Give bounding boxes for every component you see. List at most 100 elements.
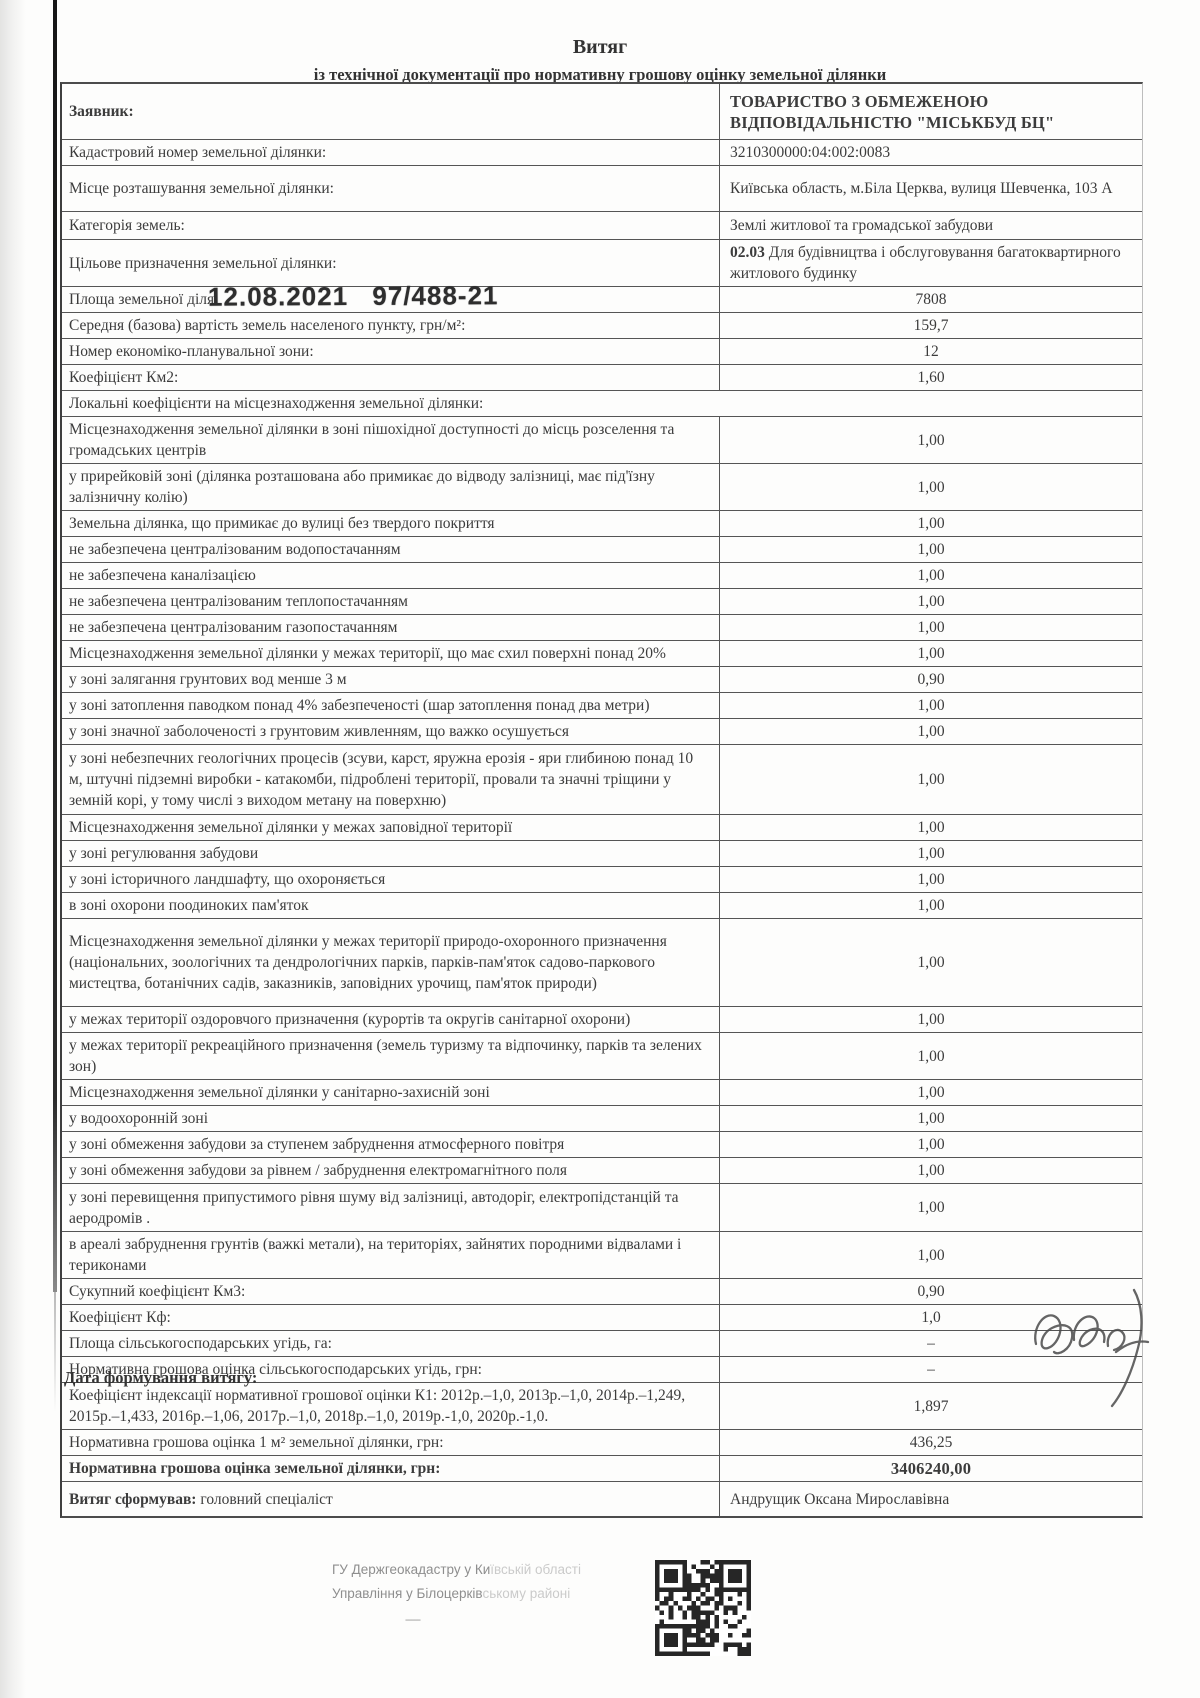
row-label: у зоні регулювання забудови [62,841,720,866]
qr-code-icon [655,1560,751,1656]
row-label: у зоні значної заболоченості з грунтовим… [62,719,720,744]
row-label: у зоні небезпечних геологічних процесів … [62,745,720,814]
row-value: 1,00 [917,1084,945,1101]
issuing-agency-block: ГУ Держгеокадастру у Київській області У… [332,1558,662,1606]
table-row: Сукупний коефіцієнт Км3: 0,90 [62,1279,1142,1305]
table-row: Середня (базова) вартість земель населен… [62,313,1142,339]
row-value: 3210300000:04:002:0083 [730,144,891,161]
table-row: Місцезнаходження земельної ділянки у сан… [62,1080,1142,1106]
row-value: 1,60 [917,369,945,386]
row-value: 1,00 [917,954,945,971]
table-row: у зоні значної заболоченості з грунтовим… [62,719,1142,745]
row-value: 1,897 [913,1397,949,1415]
row-label-bold-part: Витяг сформував: [69,1490,197,1508]
row-label: Коефіцієнт Км2: [62,365,720,390]
table-row: у зоні історичного ландшафту, що охороня… [62,867,1142,893]
row-value: 1,00 [917,515,945,532]
row-value: 1,00 [917,1047,945,1065]
row-label: Площа земельної діля [62,287,720,312]
table-row: у зоні регулювання забудови 1,00 [62,841,1142,867]
row-value: 7808 [915,291,947,308]
row-label: у межах території оздоровчого призначенн… [62,1007,720,1032]
row-label: не забезпечена централізованим теплопост… [62,589,720,614]
table-row: Витяг сформував: головний спеціаліст Андр… [62,1482,1142,1516]
table-row: Кадастровий номер земельної ділянки: 3210… [62,140,1142,166]
row-label: Коефіцієнт Кф: [62,1305,720,1330]
row-value: 1,00 [917,478,945,496]
scan-page-edge-fade [54,1292,56,1412]
table-row: в зоні охорони поодиноких пам'яток 1,00 [62,893,1142,919]
row-label: Цільове призначення земельної ділянки: [62,240,720,286]
row-label: Земельна ділянка, що примикає до вулиці … [62,511,720,536]
row-value: 1,00 [917,1136,945,1153]
row-label: у межах території рекреаційного призначе… [62,1033,720,1079]
table-row: Площа сільськогосподарських угідь, га: – [62,1331,1142,1357]
row-value: 1,0 [921,1309,941,1326]
row-label: Нормативна грошова оцінка сільськогоспод… [62,1357,720,1382]
row-value: 1,00 [917,431,945,449]
table-row: Коефіцієнт Км2: 1,60 [62,365,1142,391]
row-value: 1,00 [917,871,945,888]
row-label: не забезпечена каналізацією [62,563,720,588]
row-value: 159,7 [913,317,949,334]
row-label: не забезпечена централізованим газопоста… [62,615,720,640]
table-row: не забезпечена централізованим водопоста… [62,537,1142,563]
table-row: Місцезнаходження земельної ділянки у меж… [62,815,1142,841]
row-label: у зоні затоплення паводком понад 4% забе… [62,693,720,718]
table-row: Заявник: ТОВАРИСТВО З ОБМЕЖЕНОЮ ВІДПОВІДА… [62,84,1142,140]
table-row: Місцезнаходження земельної ділянки у меж… [62,919,1142,1007]
row-label: Середня (базова) вартість земель населен… [62,313,720,338]
row-value: 1,00 [917,619,945,636]
row-label: у водоохоронній зоні [62,1106,720,1131]
table-row: Категорія земель: Землі житлової та грома… [62,212,1142,240]
registration-stamp: 12.08.2021 97/488-21 [207,280,499,312]
footer-dash: ----- [405,1612,421,1626]
row-value: 1,00 [917,819,945,836]
row-label: у прирейковій зоні (ділянка розташована … [62,464,720,510]
row-value: 1,00 [917,845,945,862]
row-label: Місцезнаходження земельної ділянки у сан… [62,1080,720,1105]
table-row: у водоохоронній зоні 1,00 [62,1106,1142,1132]
row-value: Андрущик Оксана Мирославівна [730,1490,950,1508]
row-value: 436,25 [909,1434,953,1451]
row-label: Нормативна грошова оцінка земельної діля… [62,1456,720,1481]
row-label: Місцезнаходження земельної ділянки у меж… [62,641,720,666]
extract-date-label: Дата формування витягу: [64,1368,258,1387]
scan-page-edge-line [53,0,57,1292]
table-row: у зоні перевищення припустимого рівня шу… [62,1184,1142,1232]
table-row: Нормативна грошова оцінка земельної діля… [62,1456,1142,1482]
row-label: Нормативна грошова оцінка 1 м² земельної… [62,1430,720,1455]
table-row: Нормативна грошова оцінка сільськогоспод… [62,1357,1142,1383]
table-row: не забезпечена централізованим теплопост… [62,589,1142,615]
title-block: Витяг із технічної документації про норм… [60,36,1140,85]
row-label: у зоні перевищення припустимого рівня шу… [62,1184,720,1231]
row-label: у зоні історичного ландшафту, що охороня… [62,867,720,892]
table-row: Коефіцієнт Кф: 1,0 [62,1305,1142,1331]
table-row: у межах території рекреаційного призначе… [62,1033,1142,1080]
row-value: 1,00 [917,771,945,788]
table-row: Номер економіко-планувальної зони: 12 [62,339,1142,365]
row-value: Землі житлової та громадської забудови [730,217,994,234]
agency-line-1: ГУ Держгеокадастру у Київській області [332,1562,581,1577]
row-value-bold-part: 02.03 [730,244,765,261]
table-row: Коефіцієнт індексації нормативної грошов… [62,1383,1142,1430]
row-value: 0,90 [917,1283,945,1300]
row-value: 0,90 [917,671,945,688]
handwritten-signature [1034,1288,1150,1408]
page-title: Витяг [572,36,628,58]
row-label: Локальні коефіцієнти на місцезнаходження… [69,395,484,412]
row-label: не забезпечена централізованим водопоста… [62,537,720,562]
row-label: Площа сільськогосподарських угідь, га: [62,1331,720,1356]
row-value: 1,00 [917,1162,945,1179]
row-label: у зоні залягання грунтових вод менше 3 м [62,667,720,692]
scan-edge-shadow [0,0,26,1698]
table-row: Площа земельної діля 7808 [62,287,1142,313]
row-label: Заявник: [62,84,720,139]
row-value: 3406240,00 [890,1459,972,1478]
row-value: – [927,1335,935,1352]
table-row: в ареалі забруднення грунтів (важкі мета… [62,1232,1142,1279]
row-label: Коефіцієнт індексації нормативної грошов… [62,1383,720,1429]
page-subtitle: із технічної документації про нормативну… [313,65,887,84]
table-row: у зоні небезпечних геологічних процесів … [62,745,1142,815]
table-row: Нормативна грошова оцінка 1 м² земельної… [62,1430,1142,1456]
